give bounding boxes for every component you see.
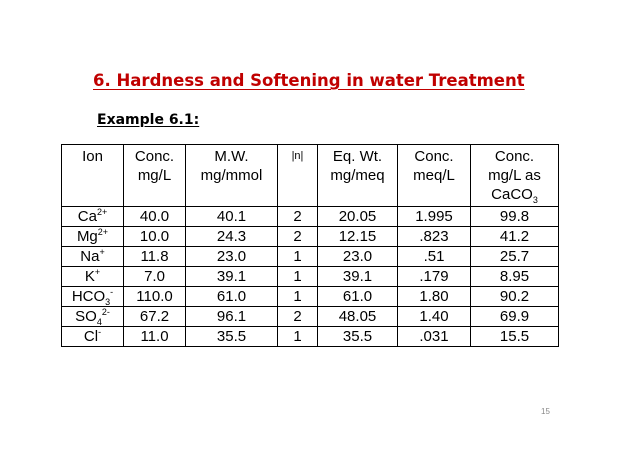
cell-conc-mgl: 67.2: [123, 306, 186, 327]
cell-conc-caco3: 69.9: [470, 306, 559, 327]
cell-conc-mgl: 110.0: [123, 286, 186, 307]
header-conc-mgl: Conc. mg/L: [123, 144, 186, 207]
table-row: Mg2+ 10.0 24.3 2 12.15.823 41.2: [61, 226, 559, 247]
cell-conc-mgl: 40.0: [123, 206, 186, 227]
cell-conc-meql: .823: [397, 226, 471, 247]
cell-molecular-weight: 96.1: [185, 306, 278, 327]
page-number: 15: [541, 407, 550, 416]
cell-ion: Mg2+: [61, 226, 124, 247]
cell-conc-caco3: 25.7: [470, 246, 559, 267]
header-n: |n|: [277, 144, 318, 207]
example-heading: Example 6.1:: [97, 112, 200, 128]
cell-molecular-weight: 40.1: [185, 206, 278, 227]
cell-n: 1: [277, 266, 318, 287]
cell-conc-caco3: 90.2: [470, 286, 559, 307]
cell-equivalent-weight: 12.15: [317, 226, 398, 247]
cell-conc-meql: 1.40: [397, 306, 471, 327]
cell-equivalent-weight: 20.05: [317, 206, 398, 227]
table-row: Cl- 11.0 35.5 1 35.5.031 15.5: [61, 326, 559, 347]
cell-ion: Ca2+: [61, 206, 124, 227]
table-row: SO42- 67.2 96.1 2 48.05 1.40 69.9: [61, 306, 559, 327]
cell-n: 2: [277, 206, 318, 227]
slide-title: 6. Hardness and Softening in water Treat…: [93, 71, 525, 90]
cell-conc-meql: 1.995: [397, 206, 471, 227]
header-molecular-weight: M.W. mg/mmol: [185, 144, 278, 207]
table-header-row: Ion Conc. mg/L M.W. mg/mmol |n| Eq. Wt. …: [61, 144, 559, 207]
cell-equivalent-weight: 61.0: [317, 286, 398, 307]
cell-n: 1: [277, 326, 318, 347]
cell-conc-meql: .179: [397, 266, 471, 287]
ion-data-table: Ion Conc. mg/L M.W. mg/mmol |n| Eq. Wt. …: [61, 144, 559, 347]
cell-conc-meql: .51: [397, 246, 471, 267]
cell-molecular-weight: 61.0: [185, 286, 278, 307]
table-row: K+ 7.0 39.1 1 39.1.179 8.95: [61, 266, 559, 287]
header-conc-caco3: Conc. mg/L as CaCO3: [470, 144, 559, 207]
cell-molecular-weight: 24.3: [185, 226, 278, 247]
cell-ion: K+: [61, 266, 124, 287]
table-row: Ca2+ 40.0 40.1 2 20.05 1.995 99.8: [61, 206, 559, 227]
cell-n: 2: [277, 226, 318, 247]
cell-n: 2: [277, 306, 318, 327]
table-body: Ca2+ 40.0 40.1 2 20.05 1.995 99.8 Mg2+ 10.0 24.3 2…: [61, 206, 559, 347]
cell-molecular-weight: 39.1: [185, 266, 278, 287]
cell-conc-caco3: 15.5: [470, 326, 559, 347]
cell-ion: Na+: [61, 246, 124, 267]
cell-n: 1: [277, 286, 318, 307]
cell-molecular-weight: 23.0: [185, 246, 278, 267]
header-conc-meql: Conc. meq/L: [397, 144, 471, 207]
cell-ion: HCO3-: [61, 286, 124, 307]
cell-ion: SO42-: [61, 306, 124, 327]
cell-equivalent-weight: 35.5: [317, 326, 398, 347]
cell-conc-mgl: 11.0: [123, 326, 186, 347]
table-row: Na+ 11.8 23.0 1 23.0.51 25.7: [61, 246, 559, 267]
cell-equivalent-weight: 39.1: [317, 266, 398, 287]
cell-conc-caco3: 8.95: [470, 266, 559, 287]
cell-equivalent-weight: 48.05: [317, 306, 398, 327]
cell-conc-mgl: 7.0: [123, 266, 186, 287]
cell-n: 1: [277, 246, 318, 267]
cell-conc-mgl: 10.0: [123, 226, 186, 247]
cell-conc-caco3: 99.8: [470, 206, 559, 227]
cell-ion: Cl-: [61, 326, 124, 347]
cell-equivalent-weight: 23.0: [317, 246, 398, 267]
cell-conc-meql: .031: [397, 326, 471, 347]
table-row: HCO3- 110.0 61.0 1 61.0 1.80 90.2: [61, 286, 559, 307]
cell-molecular-weight: 35.5: [185, 326, 278, 347]
cell-conc-caco3: 41.2: [470, 226, 559, 247]
cell-conc-meql: 1.80: [397, 286, 471, 307]
header-ion: Ion: [61, 144, 124, 207]
cell-conc-mgl: 11.8: [123, 246, 186, 267]
header-equivalent-weight: Eq. Wt. mg/meq: [317, 144, 398, 207]
